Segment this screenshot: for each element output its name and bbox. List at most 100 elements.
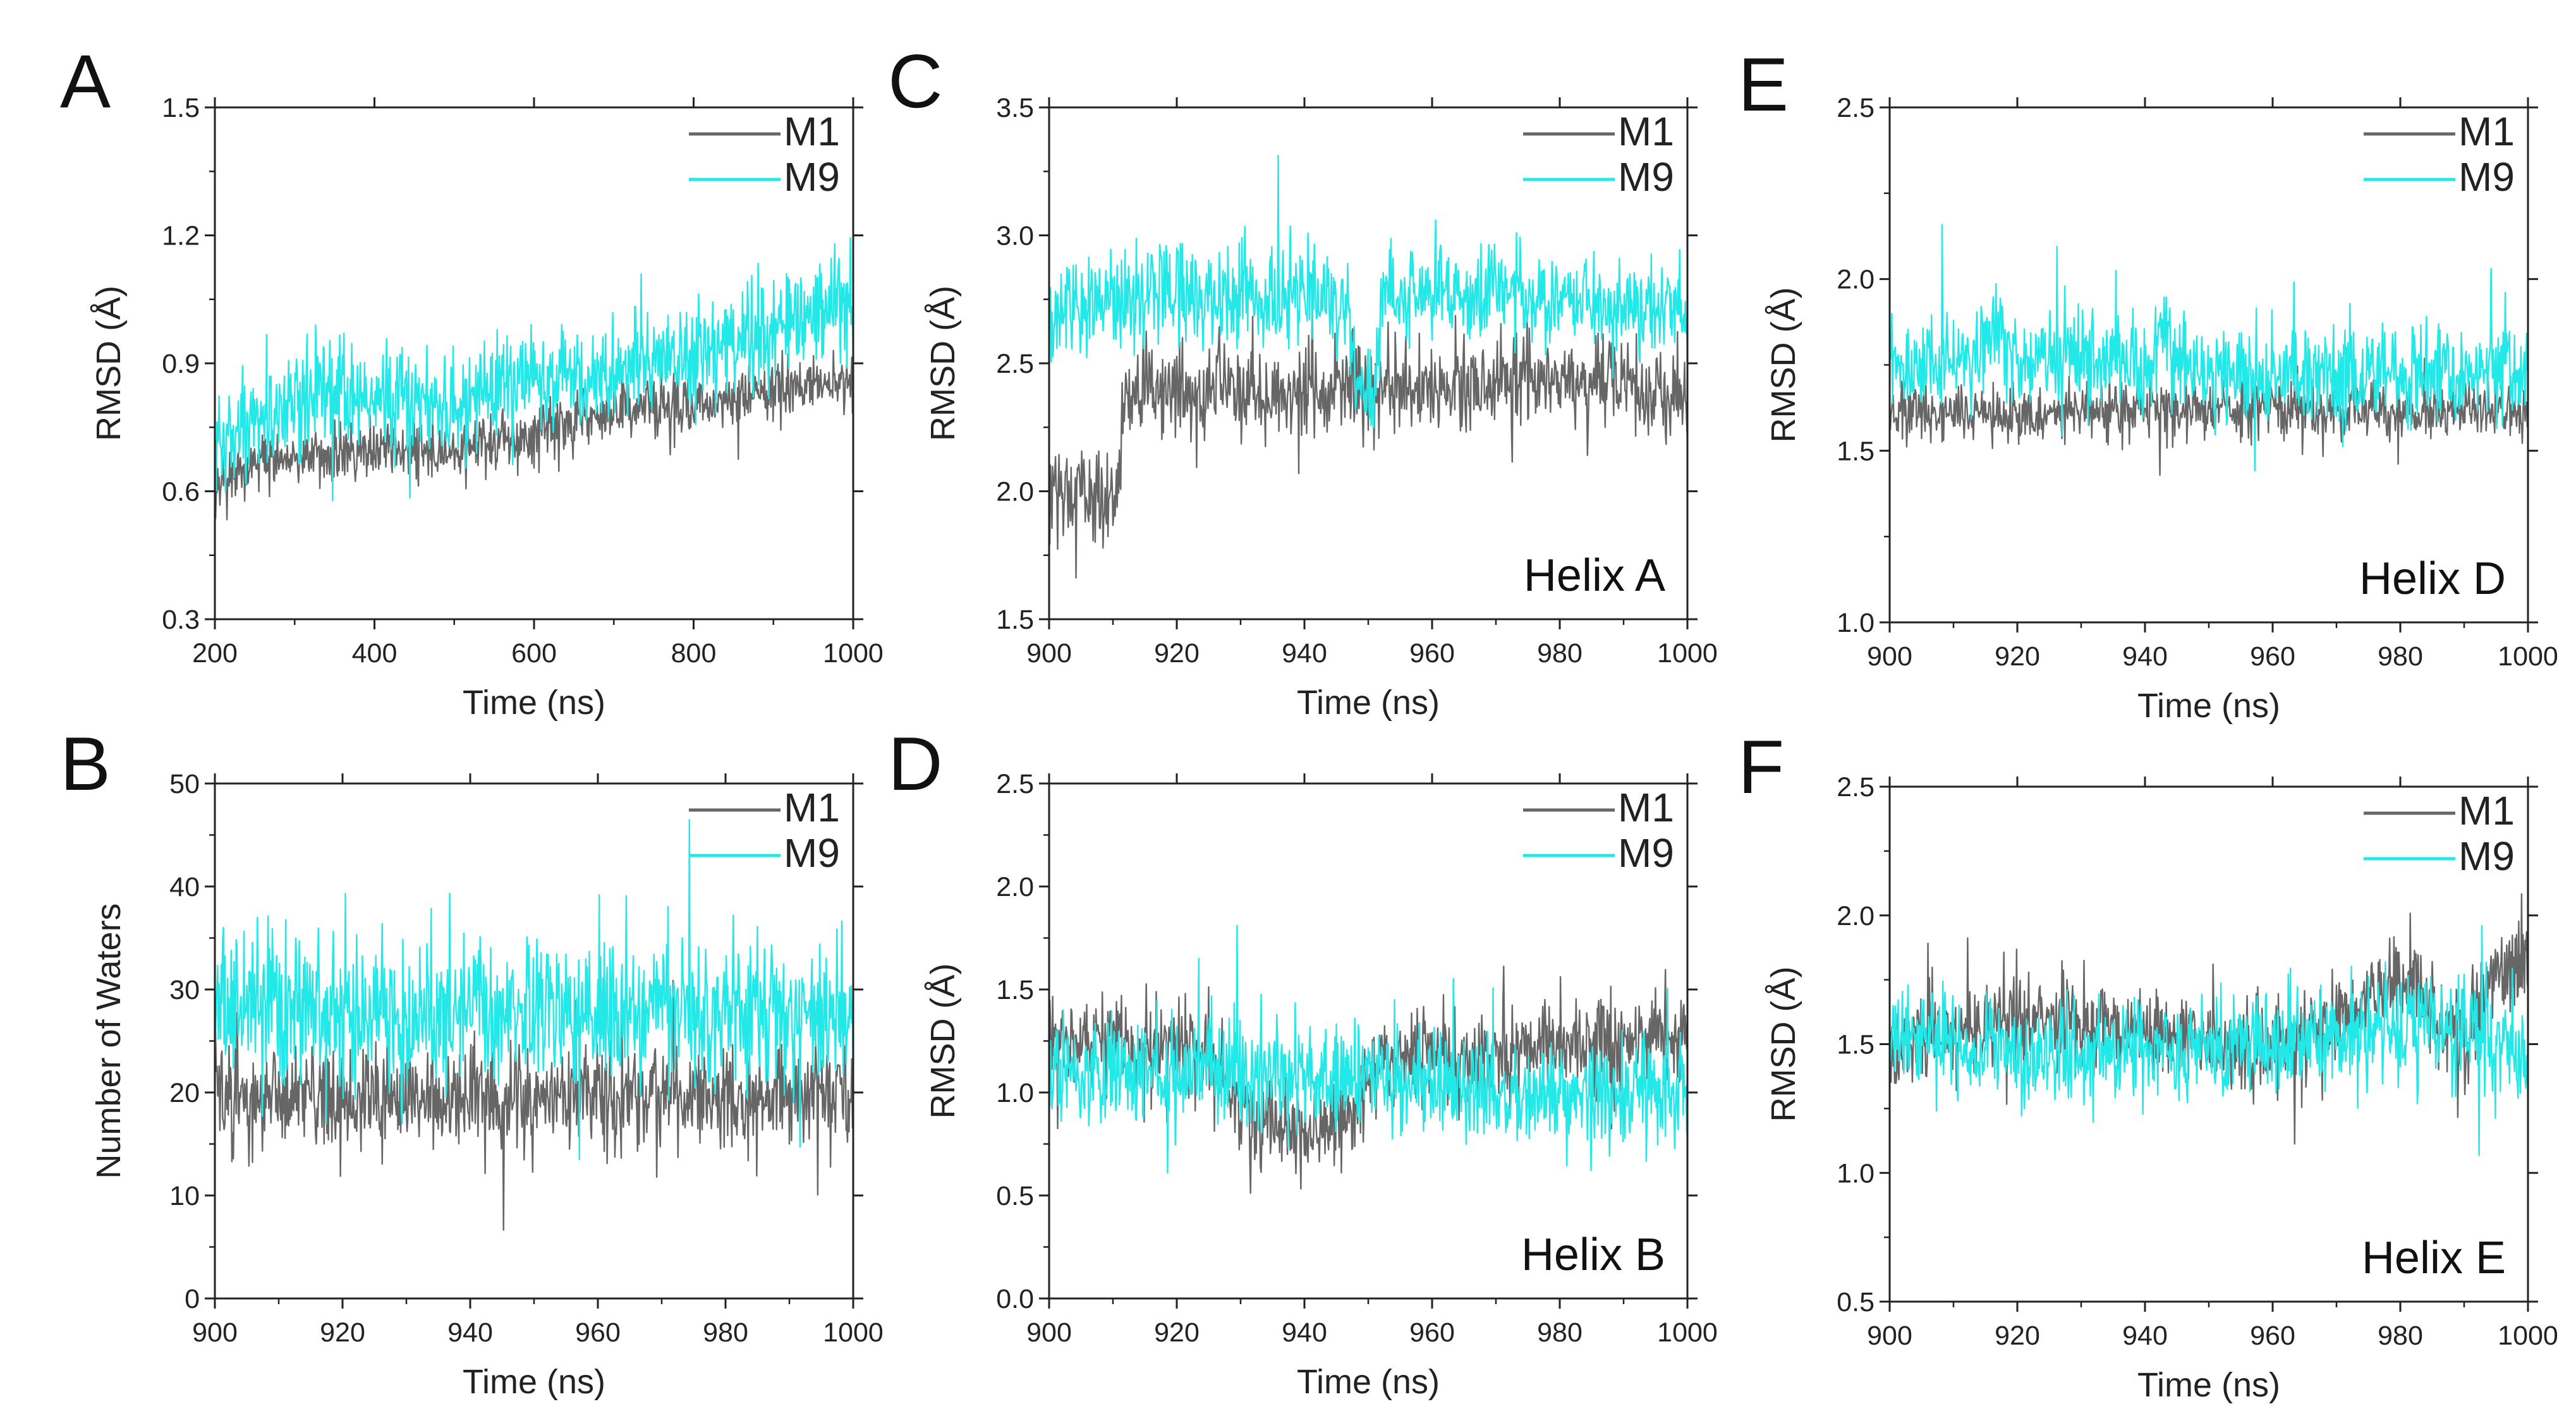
legend-label-M9-D: M9 [1618,830,1674,876]
legend-label-M9-C: M9 [1618,154,1674,200]
legend-label-M1-C: M1 [1618,109,1674,154]
x-tick-label-D: 980 [1537,1317,1583,1348]
panel-D: 900 920 940 960 980 1000 0.0 0.5 1.0 1.5 2.0 2.5 Tim… [888,722,1718,1401]
annotation-C: Helix A [1524,550,1665,601]
y-tick-label-C: 3.5 [996,93,1034,123]
x-tick-label-D: 920 [1154,1317,1200,1348]
y-tick-label-D: 1.5 [996,975,1034,1005]
x-tick-label-D: 960 [1409,1317,1455,1348]
y-tick-label-F: 2.0 [1837,901,1874,931]
y-axis-label-B: Number of Waters [90,903,128,1178]
legend-label-M9-E: M9 [2458,154,2515,200]
x-tick-label-F: 1000 [2498,1321,2558,1351]
x-tick-label-D: 1000 [1657,1317,1718,1348]
x-tick-label-A: 800 [671,638,717,669]
x-tick-label-D: 940 [1282,1317,1327,1348]
panel-E: 900 920 940 960 980 1000 1.0 1.5 2.0 2.5 Time (ns)… [1738,42,2558,725]
x-tick-label-A: 200 [192,638,238,669]
series-M9-line-D [1049,924,1687,1174]
series-M1-line-A [215,349,853,521]
x-tick-label-A: 600 [511,638,557,669]
annotation-F: Helix E [2362,1233,2506,1283]
legend-label-M9-A: M9 [784,154,840,200]
x-axis-label-D: Time (ns) [1297,1363,1440,1401]
panel-letter-A: A [60,39,111,124]
series-M1-line-E [1890,358,2528,476]
y-tick-label-C: 2.5 [996,349,1034,379]
traces-F [1890,893,2528,1156]
legend-label-M1-D: M1 [1618,785,1674,830]
traces-D [1049,924,1687,1194]
x-tick-label-E: 920 [1995,641,2040,672]
x-tick-label-E: 980 [2378,641,2423,672]
x-axis-label-B: Time (ns) [463,1363,605,1401]
traces-B [215,819,853,1231]
y-tick-label-C: 2.0 [996,477,1034,507]
y-axis-label-C: RMSD (Å) [924,286,962,441]
series-M9-line-A [215,237,853,502]
x-tick-label-E: 1000 [2498,641,2558,672]
panel-letter-D: D [888,722,943,806]
x-tick-label-E: 940 [2122,641,2168,672]
legend-label-M1-B: M1 [784,785,840,830]
y-axis-label-F: RMSD (Å) [1765,967,1802,1122]
series-M9-line-C [1049,155,1687,429]
series-M1-line-B [215,979,853,1231]
y-tick-label-E: 1.5 [1837,436,1874,466]
panel-B: 900 920 940 960 980 1000 0 10 20 30 40 50 Time (ns) N… [60,722,884,1401]
y-tick-label-B: 10 [169,1181,200,1211]
y-tick-label-F: 1.5 [1837,1030,1874,1060]
x-tick-label-A: 1000 [823,638,884,669]
y-tick-label-E: 2.5 [1837,93,1874,123]
x-tick-label-B: 940 [447,1317,493,1348]
y-tick-label-A: 1.5 [162,93,200,123]
y-tick-label-A: 0.6 [162,477,200,507]
x-tick-label-E: 900 [1867,641,1912,672]
y-tick-label-A: 0.9 [162,349,200,379]
x-tick-label-B: 900 [192,1317,238,1348]
traces-E [1890,224,2528,476]
x-tick-label-C: 920 [1154,638,1200,669]
y-tick-label-B: 30 [169,975,200,1005]
x-axis-label-A: Time (ns) [463,684,605,722]
x-axis-label-F: Time (ns) [2137,1366,2280,1404]
y-tick-label-B: 20 [169,1078,200,1108]
y-tick-label-B: 50 [169,769,200,799]
x-tick-label-F: 940 [2122,1321,2168,1351]
legend-label-M9-B: M9 [784,830,840,876]
annotation-D: Helix B [1521,1230,1665,1280]
series-M1-line-C [1049,274,1687,579]
y-tick-label-F: 2.5 [1837,772,1874,802]
x-tick-label-D: 900 [1026,1317,1072,1348]
x-tick-label-A: 400 [352,638,398,669]
y-tick-label-F: 1.0 [1837,1158,1874,1189]
x-tick-label-C: 940 [1282,638,1327,669]
x-axis-label-E: Time (ns) [2137,687,2280,725]
series-M9-line-E [1890,224,2528,472]
x-tick-label-F: 920 [1995,1321,2040,1351]
x-tick-label-F: 980 [2378,1321,2423,1351]
traces-C [1049,155,1687,579]
panel-F: 900 920 940 960 980 1000 0.5 1.0 1.5 2.0 2.5 Time (… [1738,725,2558,1404]
legend-label-M9-F: M9 [2458,833,2515,879]
x-tick-label-F: 900 [1867,1321,1912,1351]
y-tick-label-E: 1.0 [1837,608,1874,638]
y-tick-label-D: 2.5 [996,769,1034,799]
panel-letter-E: E [1738,42,1789,127]
y-axis-label-E: RMSD (Å) [1765,287,1802,443]
y-tick-label-E: 2.0 [1837,265,1874,295]
x-tick-label-B: 920 [320,1317,365,1348]
y-tick-label-F: 0.5 [1837,1287,1874,1317]
y-tick-label-D: 2.0 [996,872,1034,902]
y-tick-label-A: 1.2 [162,221,200,251]
y-tick-label-D: 0.0 [996,1284,1034,1314]
panel-letter-B: B [60,722,111,806]
x-tick-label-F: 960 [2250,1321,2295,1351]
panel-A: 200 400 600 800 1000 0.3 0.6 0.9 1.2 1.5 Time (ns)… [60,39,884,722]
y-axis-label-A: RMSD (Å) [90,286,128,441]
y-tick-label-B: 0 [185,1284,200,1314]
panel-letter-C: C [888,39,943,124]
x-tick-label-B: 960 [575,1317,621,1348]
y-tick-label-A: 0.3 [162,605,200,635]
